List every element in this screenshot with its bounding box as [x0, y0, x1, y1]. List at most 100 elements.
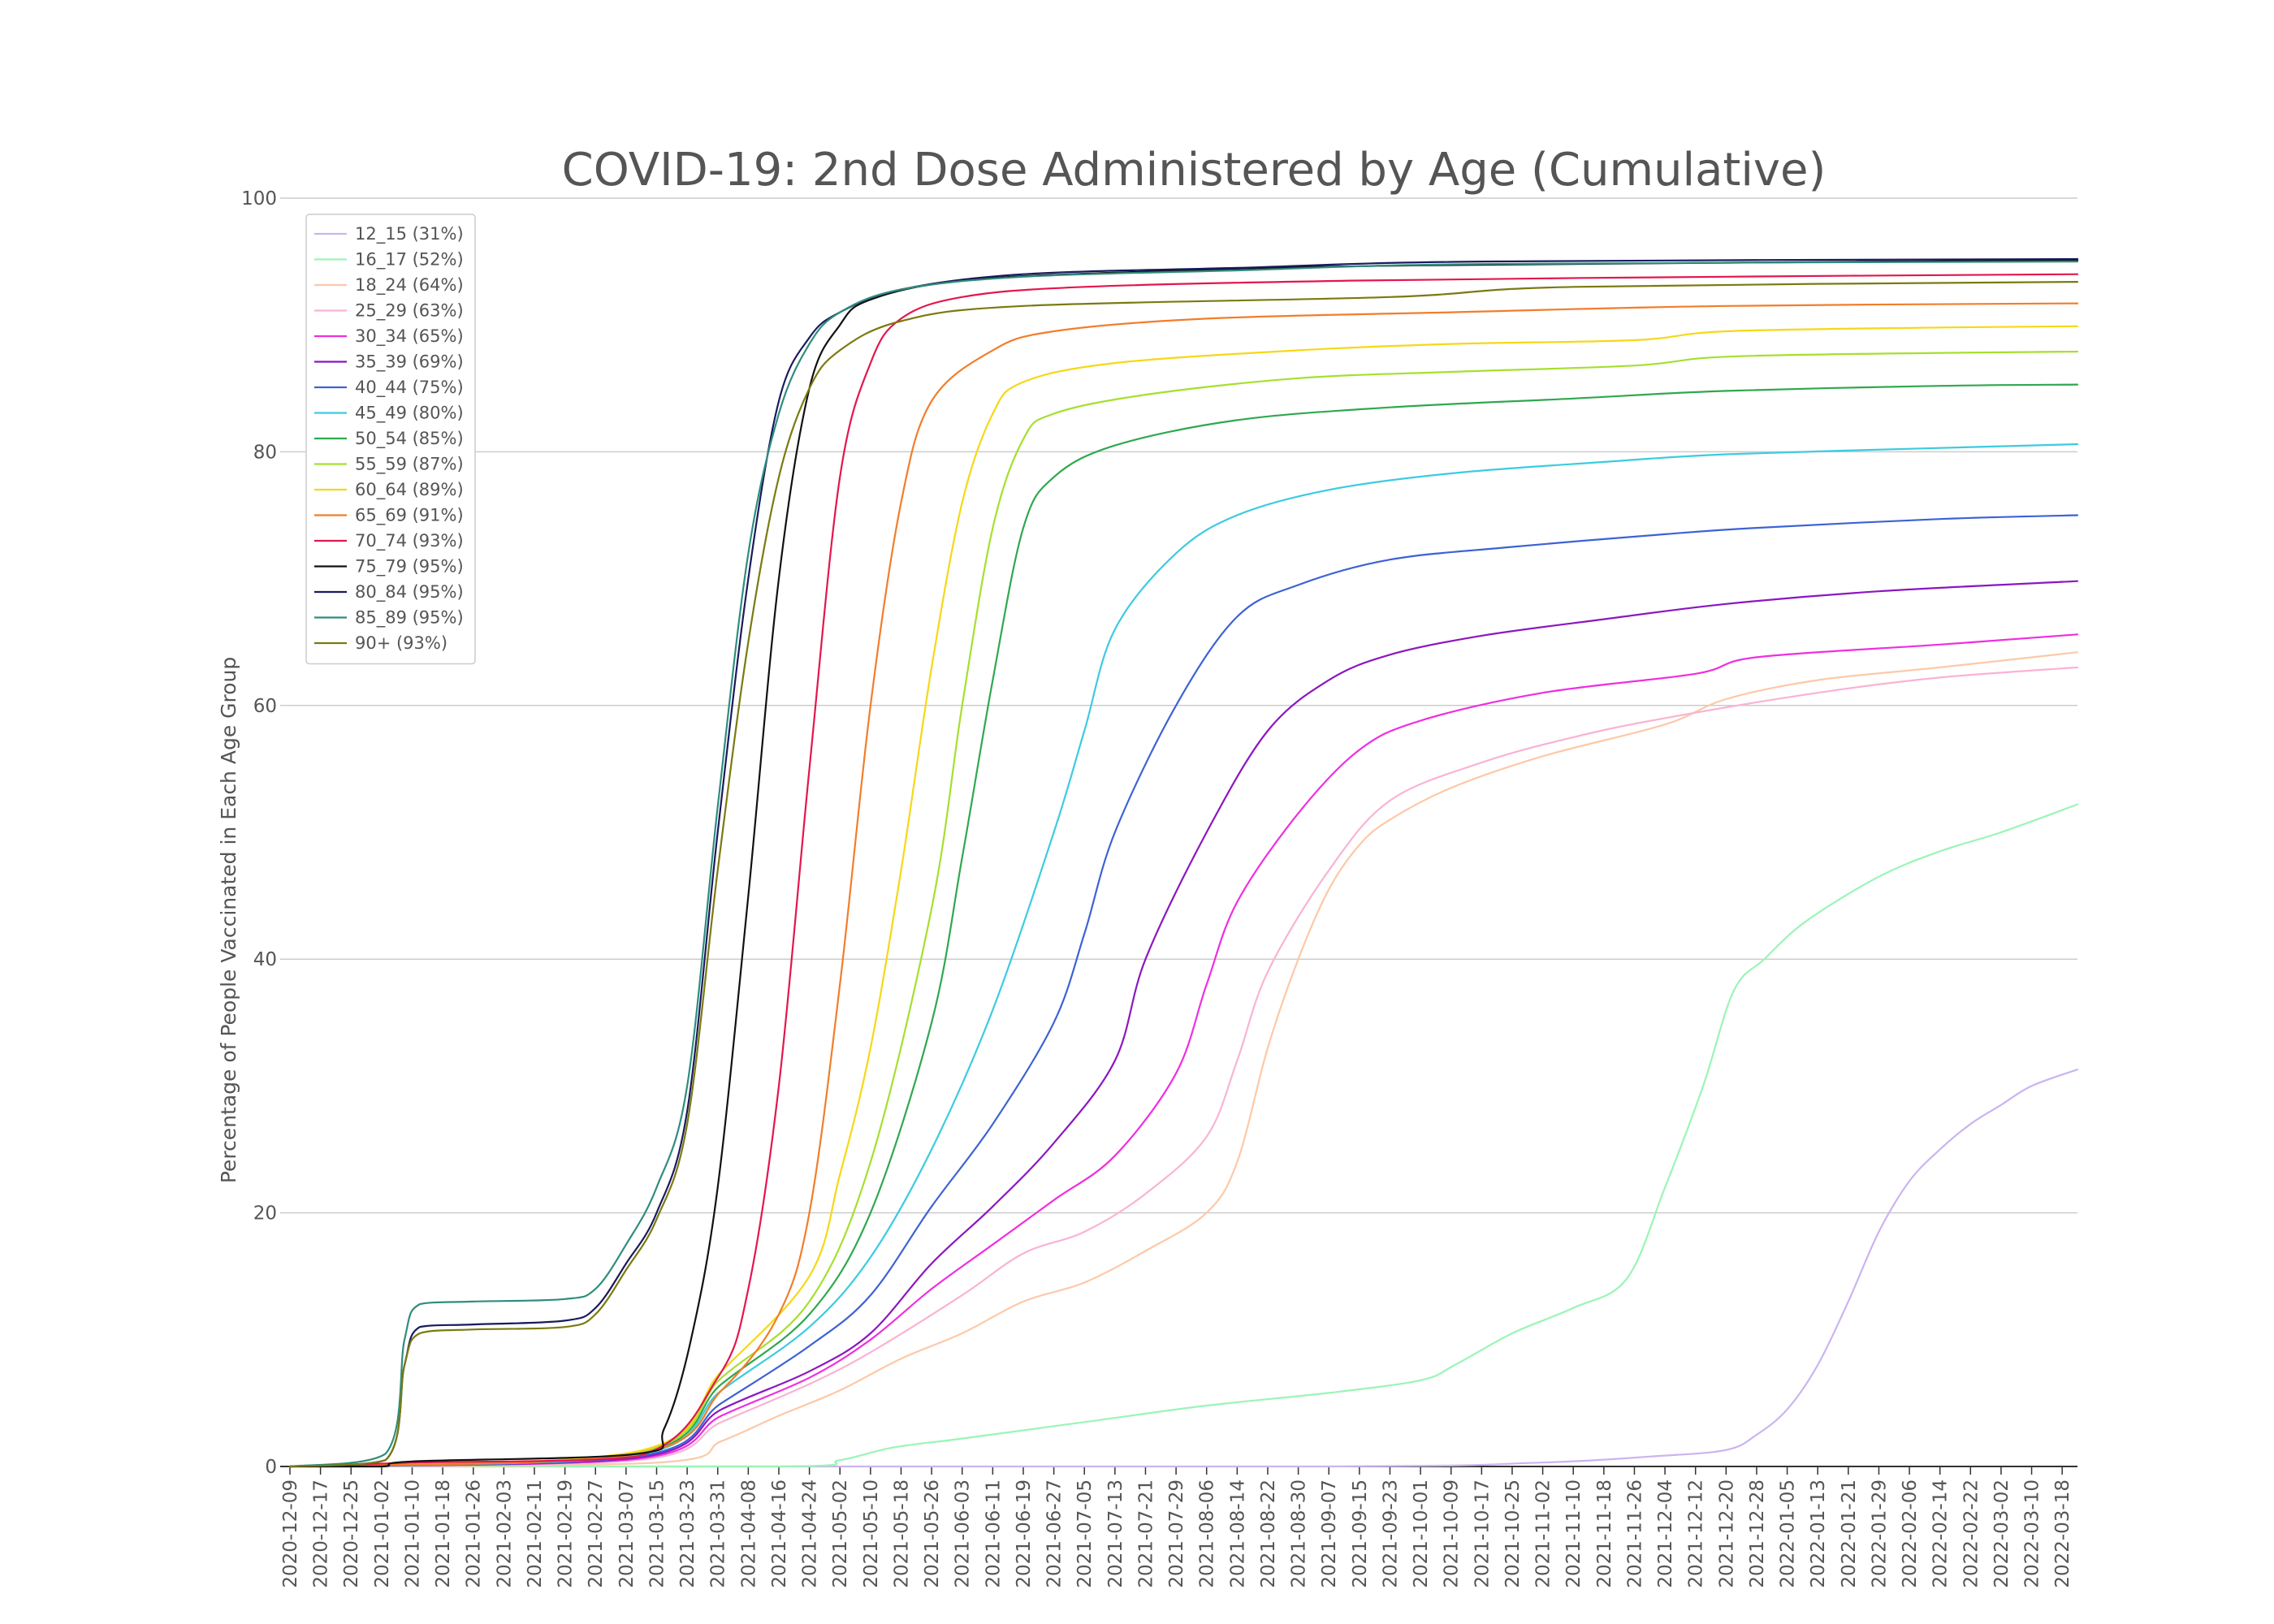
- series-line: [288, 803, 2079, 1468]
- series-line: [288, 325, 2079, 1468]
- x-tick-label: 2021-04-08: [738, 1479, 759, 1588]
- x-tick-label: 2021-02-11: [525, 1479, 546, 1588]
- legend-entry: 65_69 (91%): [355, 506, 464, 526]
- legend-entry: 18_24 (64%): [355, 275, 464, 296]
- x-tick-label: 2021-06-19: [1014, 1479, 1035, 1588]
- x-tick-label: 2021-12-20: [1716, 1479, 1737, 1588]
- series-line: [288, 281, 2079, 1468]
- series-line: [288, 651, 2079, 1468]
- series-line: [288, 259, 2079, 1468]
- x-tick-label: 2021-07-13: [1105, 1479, 1126, 1588]
- y-tick-label: 40: [253, 949, 277, 970]
- legend-entry: 60_64 (89%): [355, 480, 464, 500]
- x-tick-label: 2022-02-06: [1900, 1479, 1921, 1588]
- legend-entry: 80_84 (95%): [355, 582, 464, 603]
- legend-box: [305, 214, 476, 665]
- x-tick-label: 2021-12-04: [1655, 1479, 1676, 1588]
- y-tick-label: 0: [265, 1457, 277, 1478]
- x-tick-label: 2020-12-25: [341, 1479, 362, 1588]
- x-tick-label: 2021-03-23: [677, 1479, 698, 1588]
- x-tick-label: 2021-01-26: [464, 1479, 485, 1588]
- x-tick-label: 2022-03-02: [1991, 1479, 2012, 1588]
- legend-entry: 85_89 (95%): [355, 608, 464, 628]
- x-tick-label: 2022-01-13: [1808, 1479, 1829, 1588]
- x-tick-label: 2021-04-16: [769, 1479, 790, 1588]
- legend-entry: 25_29 (63%): [355, 301, 464, 322]
- x-tick-label: 2021-08-14: [1227, 1479, 1248, 1588]
- y-tick-label: 20: [253, 1203, 277, 1224]
- series-line: [288, 383, 2079, 1468]
- x-tick-label: 2021-11-02: [1533, 1479, 1554, 1588]
- x-tick-label: 2021-03-15: [646, 1479, 668, 1588]
- legend-entry: 75_79 (95%): [355, 557, 464, 577]
- x-tick-label: 2021-09-23: [1380, 1479, 1401, 1588]
- series-line: [288, 514, 2079, 1468]
- legend-entry: 70_74 (93%): [355, 531, 464, 551]
- x-tick-label: 2021-07-21: [1135, 1479, 1156, 1588]
- x-tick-label: 2021-07-05: [1074, 1479, 1096, 1588]
- series-line: [288, 1069, 2079, 1468]
- x-tick-label: 2021-03-31: [708, 1479, 729, 1588]
- x-tick-label: 2021-01-18: [433, 1479, 454, 1588]
- legend: 12_15 (31%) 16_17 (52%) 18_24 (64%) 25_29 (…: [305, 214, 476, 665]
- x-tick-label: 2021-01-02: [372, 1479, 393, 1588]
- x-tick-label: 2022-01-05: [1778, 1479, 1799, 1588]
- y-tick-label: 80: [253, 442, 277, 463]
- x-tick-label: 2021-05-18: [891, 1479, 912, 1588]
- x-tick-label: 2021-10-09: [1442, 1479, 1463, 1588]
- series-line: [288, 273, 2079, 1468]
- x-tick-label: 2022-01-29: [1869, 1479, 1890, 1588]
- x-tick-label: 2021-09-15: [1350, 1479, 1371, 1588]
- x-tick-label: 2021-05-10: [861, 1479, 882, 1588]
- x-tick-label: 2021-08-06: [1197, 1479, 1218, 1588]
- x-tick-label: 2021-12-12: [1686, 1479, 1707, 1588]
- x-tick-label: 2021-08-22: [1258, 1479, 1279, 1588]
- series-line: [288, 633, 2079, 1468]
- legend-entry: 12_15 (31%): [355, 224, 464, 244]
- x-tick-label: 2021-06-03: [953, 1479, 974, 1588]
- x-tick-label: 2022-01-21: [1839, 1479, 1860, 1588]
- x-tick-label: 2021-11-18: [1594, 1479, 1615, 1588]
- x-tick-label: 2021-11-26: [1624, 1479, 1645, 1588]
- x-tick-label: 2021-10-17: [1472, 1479, 1493, 1588]
- x-tick-label: 2022-02-22: [1961, 1479, 1982, 1588]
- x-tick-label: 2020-12-17: [311, 1479, 332, 1588]
- series-line: [288, 350, 2079, 1468]
- x-tick-label: 2022-03-18: [2052, 1479, 2073, 1588]
- x-tick-label: 2021-05-02: [830, 1479, 851, 1588]
- legend-entry: 30_34 (65%): [355, 326, 464, 347]
- series-line: [288, 261, 2079, 1468]
- x-tick-label: 2021-12-28: [1747, 1479, 1768, 1588]
- series-lines: [288, 257, 2079, 1468]
- x-axis-ticks: 2020-12-09 2020-12-17 2020-12-25 2021-01-02…: [280, 1466, 2073, 1588]
- y-tick-label: 100: [241, 188, 277, 209]
- x-tick-label: 2021-04-24: [800, 1479, 821, 1588]
- x-tick-label: 2021-06-27: [1044, 1479, 1066, 1588]
- series-line: [288, 302, 2079, 1468]
- x-tick-label: 2021-05-26: [922, 1479, 943, 1588]
- series-line: [288, 257, 2079, 1468]
- x-tick-label: 2022-03-10: [2022, 1479, 2043, 1588]
- legend-entry: 55_59 (87%): [355, 455, 464, 475]
- chart-title: COVID-19: 2nd Dose Administered by Age (…: [562, 144, 1827, 197]
- legend-entry: 45_49 (80%): [355, 404, 464, 424]
- x-tick-label: 2021-02-19: [556, 1479, 577, 1588]
- series-line: [288, 443, 2079, 1468]
- x-tick-label: 2021-07-29: [1166, 1479, 1187, 1588]
- legend-entry: 16_17 (52%): [355, 250, 464, 270]
- y-axis-label: Percentage of People Vaccinated in Each …: [217, 657, 240, 1184]
- x-tick-label: 2021-03-07: [616, 1479, 638, 1588]
- legend-entry: 35_39 (69%): [355, 352, 464, 373]
- series-line: [288, 580, 2079, 1468]
- x-tick-label: 2021-10-01: [1411, 1479, 1432, 1588]
- x-tick-label: 2021-10-25: [1502, 1479, 1524, 1588]
- legend-entry: 90+ (93%): [355, 633, 447, 653]
- x-tick-label: 2021-01-10: [402, 1479, 423, 1588]
- x-tick-label: 2021-06-11: [983, 1479, 1004, 1588]
- x-tick-label: 2021-11-10: [1563, 1479, 1584, 1588]
- legend-entry: 40_44 (75%): [355, 378, 464, 398]
- x-tick-label: 2021-02-03: [494, 1479, 515, 1588]
- x-tick-label: 2020-12-09: [280, 1479, 301, 1588]
- x-tick-label: 2021-09-07: [1319, 1479, 1340, 1588]
